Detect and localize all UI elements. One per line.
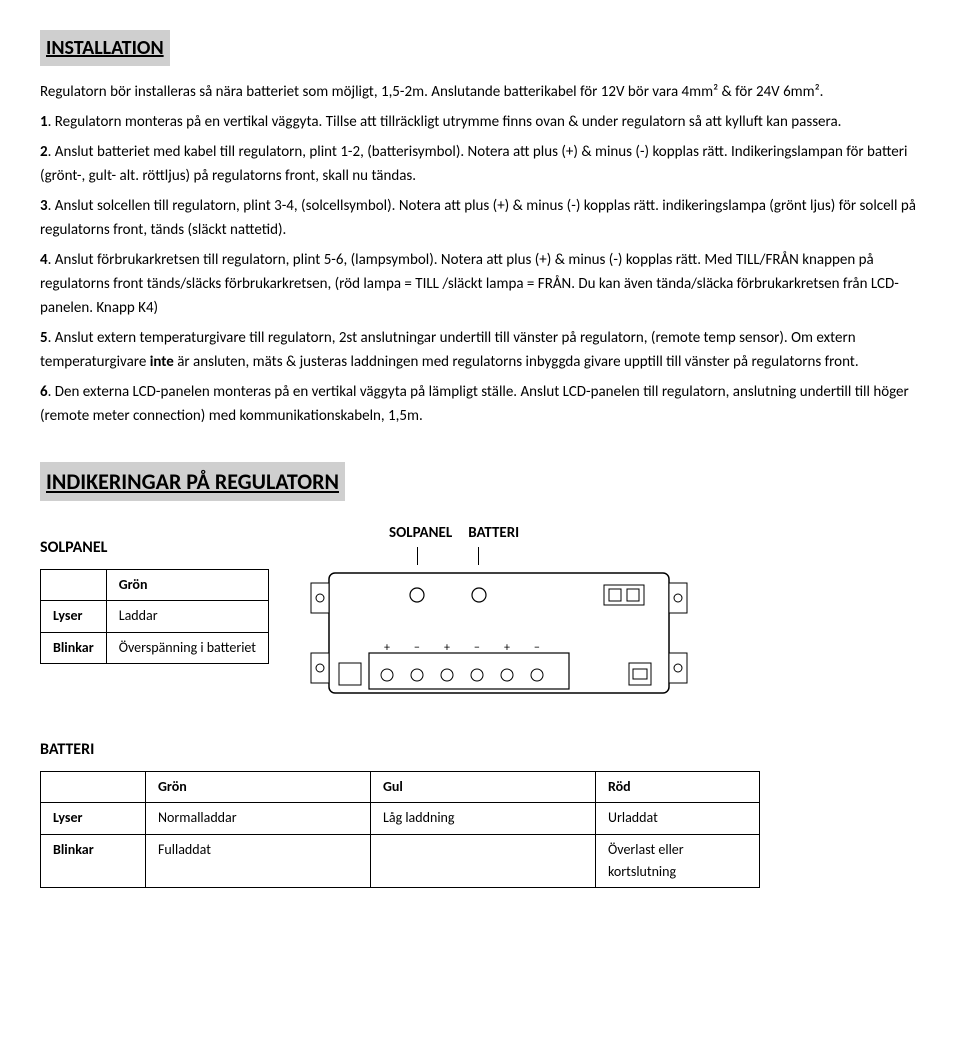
svg-text:−: − [534, 641, 540, 655]
step-5-number: 5 [40, 329, 48, 347]
batteri-col-gul: Gul [371, 771, 596, 802]
solpanel-col-gron: Grön [106, 569, 268, 600]
batteri-blinkar-rod: Överlast eller kortslutning [596, 834, 760, 888]
step-6: 6. Den externa LCD-panelen monteras på e… [40, 380, 920, 428]
solpanel-row-blinkar-val: Överspänning i batteriet [106, 632, 268, 663]
regulator-device-icon: + − + − + − [309, 563, 689, 723]
batteri-table: Grön Gul Röd Lyser Normalladdar Låg ladd… [40, 771, 760, 889]
svg-text:+: + [444, 641, 450, 655]
step-6-text: . Den externa LCD-panelen monteras på en… [40, 383, 909, 425]
diagram-label-solpanel: SOLPANEL [389, 521, 452, 545]
solpanel-row: SOLPANEL Grön Lyser Laddar Blinkar Övers… [40, 521, 920, 723]
step-2: 2. Anslut batteriet med kabel till regul… [40, 140, 920, 188]
solpanel-row-blinkar-label: Blinkar [41, 632, 107, 663]
batteri-col-rod: Röd [596, 771, 760, 802]
batteri-lyser-gul: Låg laddning [371, 803, 596, 834]
solpanel-row-lyser-val: Laddar [106, 601, 268, 632]
batteri-row-blinkar-label: Blinkar [41, 834, 146, 888]
svg-text:+: + [504, 641, 510, 655]
intro-paragraph: Regulatorn bör installeras så nära batte… [40, 80, 920, 104]
step-3-text: . Anslut solcellen till regulatorn, plin… [40, 197, 916, 239]
batteri-lyser-rod: Urladdat [596, 803, 760, 834]
svg-text:−: − [414, 641, 420, 655]
step-6-number: 6 [40, 383, 48, 401]
diagram-label-batteri: BATTERI [468, 521, 519, 545]
step-5: 5. Anslut extern temperaturgivare till r… [40, 326, 920, 374]
heading-indikeringar: INDIKERINGAR PÅ REGULATORN [40, 462, 345, 501]
solpanel-label: SOLPANEL [40, 535, 269, 561]
solpanel-table: Grön Lyser Laddar Blinkar Överspänning i… [40, 569, 269, 664]
step-5-inte: inte [150, 353, 174, 371]
batteri-blinkar-gron: Fulladdat [146, 834, 371, 888]
batteri-lyser-gron: Normalladdar [146, 803, 371, 834]
step-4: 4. Anslut förbrukarkretsen till regulato… [40, 248, 920, 320]
batteri-label: BATTERI [40, 737, 920, 763]
batteri-blinkar-gul [371, 834, 596, 888]
batteri-col-gron: Grön [146, 771, 371, 802]
step-1-number: 1 [40, 113, 48, 131]
svg-text:+: + [384, 641, 390, 655]
step-4-text: . Anslut förbrukarkretsen till regulator… [40, 251, 899, 317]
step-2-text: . Anslut batteriet med kabel till regula… [40, 143, 907, 185]
step-1: 1. Regulatorn monteras på en vertikal vä… [40, 110, 920, 134]
diagram-line-1 [417, 547, 418, 565]
step-4-number: 4 [40, 251, 48, 269]
batteri-row-lyser-label: Lyser [41, 803, 146, 834]
step-2-number: 2 [40, 143, 48, 161]
step-3-number: 3 [40, 197, 48, 215]
solpanel-row-lyser-label: Lyser [41, 601, 107, 632]
regulator-diagram: SOLPANEL BATTERI [309, 521, 689, 723]
step-3: 3. Anslut solcellen till regulatorn, pli… [40, 194, 920, 242]
step-1-text: . Regulatorn monteras på en vertikal väg… [48, 113, 842, 131]
svg-text:−: − [474, 641, 480, 655]
step-5-text-b: är ansluten, mäts & justeras laddningen … [174, 353, 859, 371]
heading-installation: INSTALLATION [40, 30, 170, 66]
diagram-line-2 [478, 547, 479, 565]
